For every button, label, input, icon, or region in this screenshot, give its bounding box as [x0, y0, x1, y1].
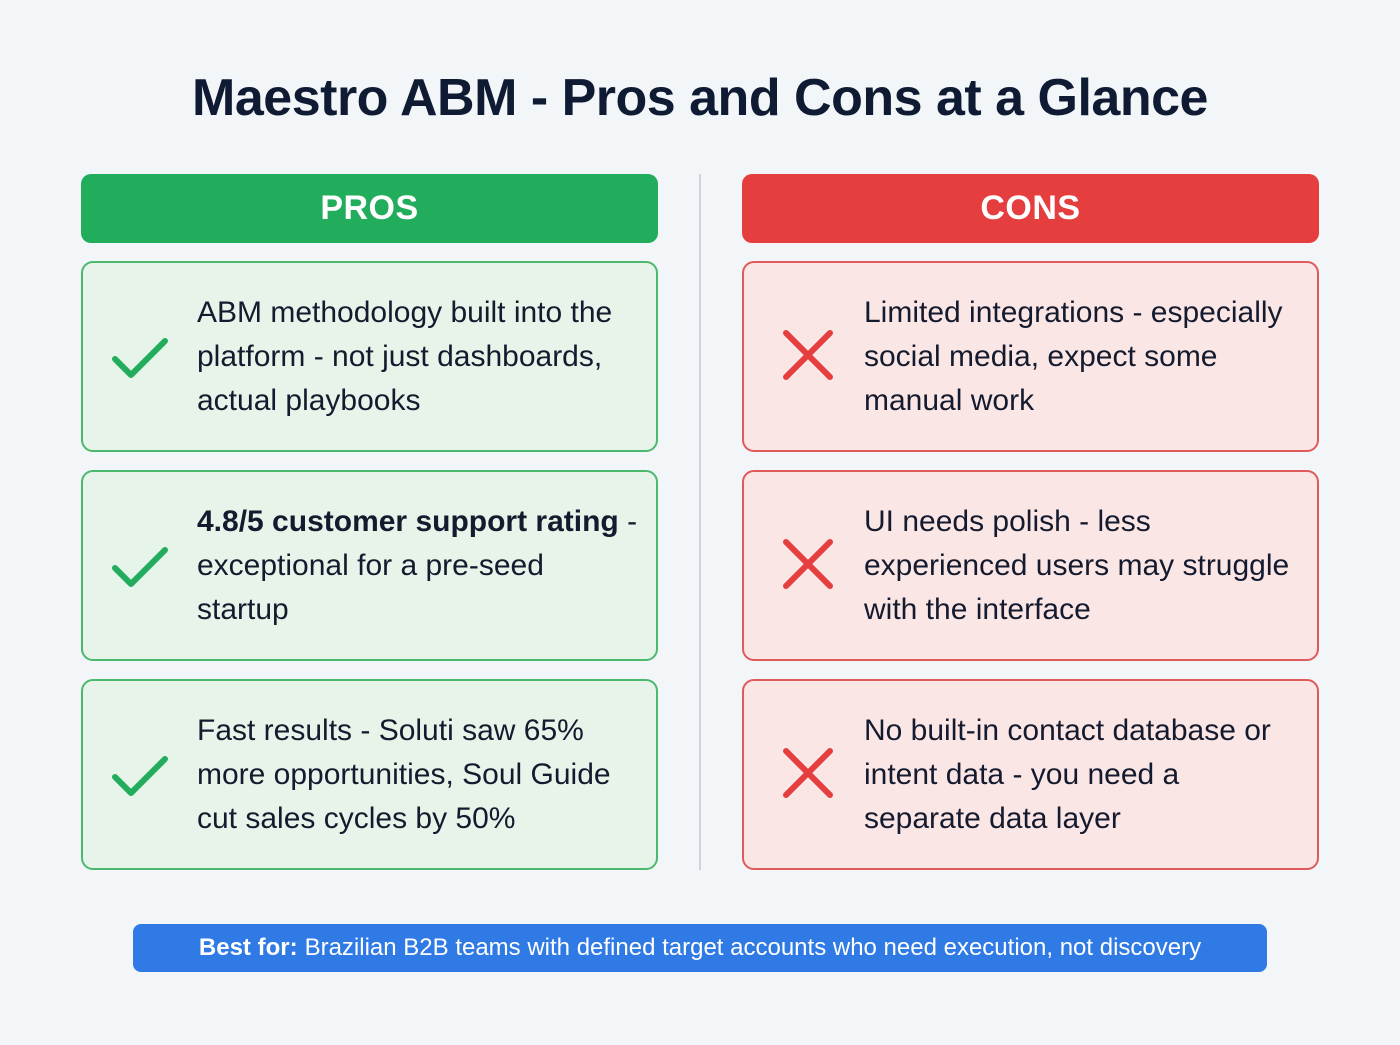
con-text: Limited integrations - especially social…: [864, 295, 1283, 417]
best-for-text: Brazilian B2B teams with defined target …: [304, 934, 1202, 961]
cons-header: CONS: [742, 174, 1319, 243]
pro-card: 4.8/5 customer support rating - exceptio…: [81, 470, 658, 661]
best-for-banner: Best for: Brazilian B2B teams with defin…: [133, 924, 1267, 972]
con-card: Limited integrations - especially social…: [742, 261, 1319, 452]
pro-card: ABM methodology built into the platform …: [81, 261, 658, 452]
pro-text: ABM methodology built into the platform …: [197, 295, 613, 417]
checkmark-icon: [112, 755, 168, 796]
best-for-label: Best for:: [198, 934, 298, 961]
con-card: UI needs polish - less experienced users…: [742, 470, 1319, 661]
pro-card: Fast results - Soluti saw 65% more oppor…: [81, 679, 658, 870]
column-divider: [699, 174, 701, 870]
cons-column: CONS Limited integrations - especially s…: [742, 174, 1319, 870]
checkmark-icon: [112, 546, 168, 587]
x-mark-icon: [783, 538, 833, 589]
pros-column: PROS ABM methodology built into the plat…: [81, 174, 658, 870]
con-card: No built-in contact database or intent d…: [742, 679, 1319, 870]
con-text: No built-in contact database or intent d…: [864, 713, 1271, 835]
con-text: UI needs polish - less experienced users…: [864, 504, 1290, 626]
pros-header: PROS: [81, 174, 658, 243]
pro-text: 4.8/5 customer support rating - exceptio…: [197, 504, 638, 626]
pro-text: Fast results - Soluti saw 65% more oppor…: [197, 713, 611, 835]
checkmark-icon: [112, 337, 168, 378]
x-mark-icon: [783, 747, 833, 798]
x-mark-icon: [783, 329, 833, 380]
page-title: Maestro ABM - Pros and Cons at a Glance: [192, 69, 1208, 127]
